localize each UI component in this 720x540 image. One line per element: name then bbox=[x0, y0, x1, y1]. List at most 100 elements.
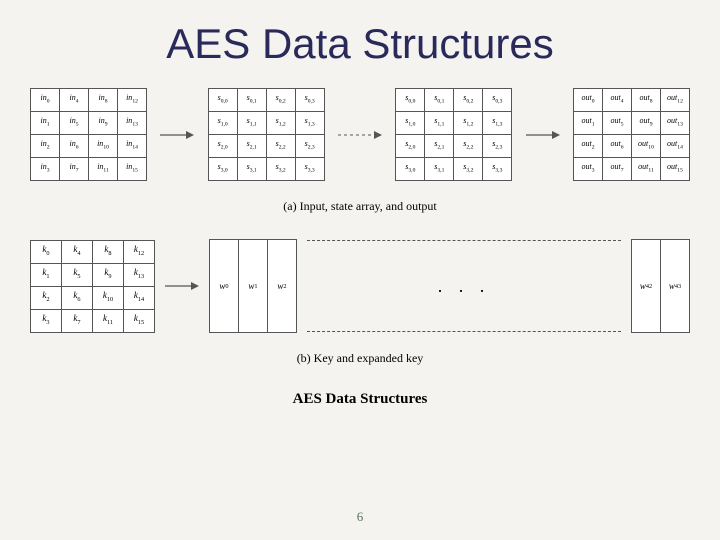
grid-cell: k5 bbox=[62, 263, 93, 286]
grid-cell: out2 bbox=[573, 135, 602, 158]
row-a: in0in4in8in12in1in5in9in13in2in6in10in14… bbox=[30, 88, 690, 181]
grid-cell: s1,1 bbox=[237, 112, 266, 135]
ellipsis: . . . bbox=[428, 276, 501, 297]
grid-cell: s1,0 bbox=[208, 112, 237, 135]
word-column: w1 bbox=[239, 239, 268, 333]
grid-cell: out8 bbox=[631, 89, 660, 112]
grid-cell: k9 bbox=[93, 263, 124, 286]
grid-cell: out7 bbox=[602, 158, 631, 181]
grid-cell: in15 bbox=[118, 158, 147, 181]
grid-cell: out10 bbox=[631, 135, 660, 158]
grid-cell: s3,2 bbox=[454, 158, 483, 181]
grid-cell: s2,2 bbox=[454, 135, 483, 158]
grid-cell: s1,2 bbox=[454, 112, 483, 135]
grid-cell: s3,1 bbox=[425, 158, 454, 181]
grid-cell: in3 bbox=[31, 158, 60, 181]
grid-cell: out15 bbox=[660, 158, 689, 181]
grid-cell: out14 bbox=[660, 135, 689, 158]
grid-cell: s0,0 bbox=[208, 89, 237, 112]
grid-cell: in10 bbox=[89, 135, 118, 158]
grid-cell: k2 bbox=[31, 286, 62, 309]
grid-cell: s3,1 bbox=[237, 158, 266, 181]
grid-cell: out4 bbox=[602, 89, 631, 112]
state-grid-1: s0,0s0,1s0,2s0,3s1,0s1,1s1,2s1,3s2,0s2,1… bbox=[208, 88, 325, 181]
grid-cell: s3,0 bbox=[396, 158, 425, 181]
grid-cell: out0 bbox=[573, 89, 602, 112]
grid-cell: k10 bbox=[93, 286, 124, 309]
grid-cell: out1 bbox=[573, 112, 602, 135]
words-left: w0w1w2 bbox=[209, 239, 297, 333]
grid-cell: s3,0 bbox=[208, 158, 237, 181]
grid-cell: s1,1 bbox=[425, 112, 454, 135]
grid-cell: s2,1 bbox=[425, 135, 454, 158]
grid-cell: out6 bbox=[602, 135, 631, 158]
figure-title: AES Data Structures bbox=[30, 391, 690, 408]
grid-cell: out12 bbox=[660, 89, 689, 112]
grid-cell: s0,1 bbox=[237, 89, 266, 112]
grid-cell: s0,0 bbox=[396, 89, 425, 112]
grid-cell: k14 bbox=[124, 286, 155, 309]
grid-cell: s1,0 bbox=[396, 112, 425, 135]
key-grid: k0k4k8k12 k1k5k9k13 k2k6k10k14 k3k7k11k15 bbox=[30, 240, 155, 333]
grid-cell: s3,3 bbox=[295, 158, 324, 181]
grid-cell: k15 bbox=[124, 309, 155, 332]
grid-cell: out13 bbox=[660, 112, 689, 135]
page-number: 6 bbox=[0, 509, 720, 525]
grid-cell: s3,2 bbox=[266, 158, 295, 181]
grid-cell: s0,3 bbox=[295, 89, 324, 112]
arrow-dashed bbox=[338, 128, 382, 142]
grid-cell: k0 bbox=[31, 240, 62, 263]
grid-cell: s2,3 bbox=[295, 135, 324, 158]
grid-cell: in13 bbox=[118, 112, 147, 135]
output-grid: out0out4out8out12out1out5out9out13out2ou… bbox=[573, 88, 690, 181]
grid-cell: s2,3 bbox=[483, 135, 512, 158]
word-column: w42 bbox=[631, 239, 661, 333]
grid-cell: s0,2 bbox=[454, 89, 483, 112]
grid-cell: out3 bbox=[573, 158, 602, 181]
arrow-solid-2 bbox=[526, 128, 560, 142]
grid-cell: out11 bbox=[631, 158, 660, 181]
grid-cell: k6 bbox=[62, 286, 93, 309]
grid-cell: s1,3 bbox=[483, 112, 512, 135]
caption-a: (a) Input, state array, and output bbox=[30, 199, 690, 214]
word-column: w43 bbox=[661, 239, 690, 333]
word-column: w0 bbox=[209, 239, 239, 333]
dash-continuation: . . . bbox=[307, 240, 621, 332]
grid-cell: in7 bbox=[60, 158, 89, 181]
state-grid-2: s0,0s0,1s0,2s0,3s1,0s1,1s1,2s1,3s2,0s2,1… bbox=[395, 88, 512, 181]
grid-cell: in9 bbox=[89, 112, 118, 135]
grid-cell: s2,1 bbox=[237, 135, 266, 158]
word-column: w2 bbox=[268, 239, 297, 333]
grid-cell: in8 bbox=[89, 89, 118, 112]
grid-cell: s1,2 bbox=[266, 112, 295, 135]
grid-cell: s2,0 bbox=[396, 135, 425, 158]
grid-cell: k7 bbox=[62, 309, 93, 332]
grid-cell: k12 bbox=[124, 240, 155, 263]
slide-title: AES Data Structures bbox=[0, 0, 720, 78]
grid-cell: k13 bbox=[124, 263, 155, 286]
grid-cell: s3,3 bbox=[483, 158, 512, 181]
diagram: in0in4in8in12in1in5in9in13in2in6in10in14… bbox=[30, 88, 690, 408]
grid-cell: in12 bbox=[118, 89, 147, 112]
grid-cell: out5 bbox=[602, 112, 631, 135]
grid-cell: in6 bbox=[60, 135, 89, 158]
grid-cell: out9 bbox=[631, 112, 660, 135]
arrow-solid-3 bbox=[165, 279, 199, 293]
row-b: k0k4k8k12 k1k5k9k13 k2k6k10k14 k3k7k11k15 w… bbox=[30, 239, 690, 333]
grid-cell: in2 bbox=[31, 135, 60, 158]
grid-cell: s2,0 bbox=[208, 135, 237, 158]
grid-cell: in11 bbox=[89, 158, 118, 181]
grid-cell: in14 bbox=[118, 135, 147, 158]
grid-cell: k3 bbox=[31, 309, 62, 332]
grid-cell: s0,1 bbox=[425, 89, 454, 112]
grid-cell: s0,2 bbox=[266, 89, 295, 112]
grid-cell: in4 bbox=[60, 89, 89, 112]
caption-b: (b) Key and expanded key bbox=[30, 351, 690, 366]
grid-cell: k8 bbox=[93, 240, 124, 263]
grid-cell: k11 bbox=[93, 309, 124, 332]
words-right: w42w43 bbox=[631, 239, 690, 333]
grid-cell: k1 bbox=[31, 263, 62, 286]
input-grid: in0in4in8in12in1in5in9in13in2in6in10in14… bbox=[30, 88, 147, 181]
grid-cell: k4 bbox=[62, 240, 93, 263]
grid-cell: in1 bbox=[31, 112, 60, 135]
